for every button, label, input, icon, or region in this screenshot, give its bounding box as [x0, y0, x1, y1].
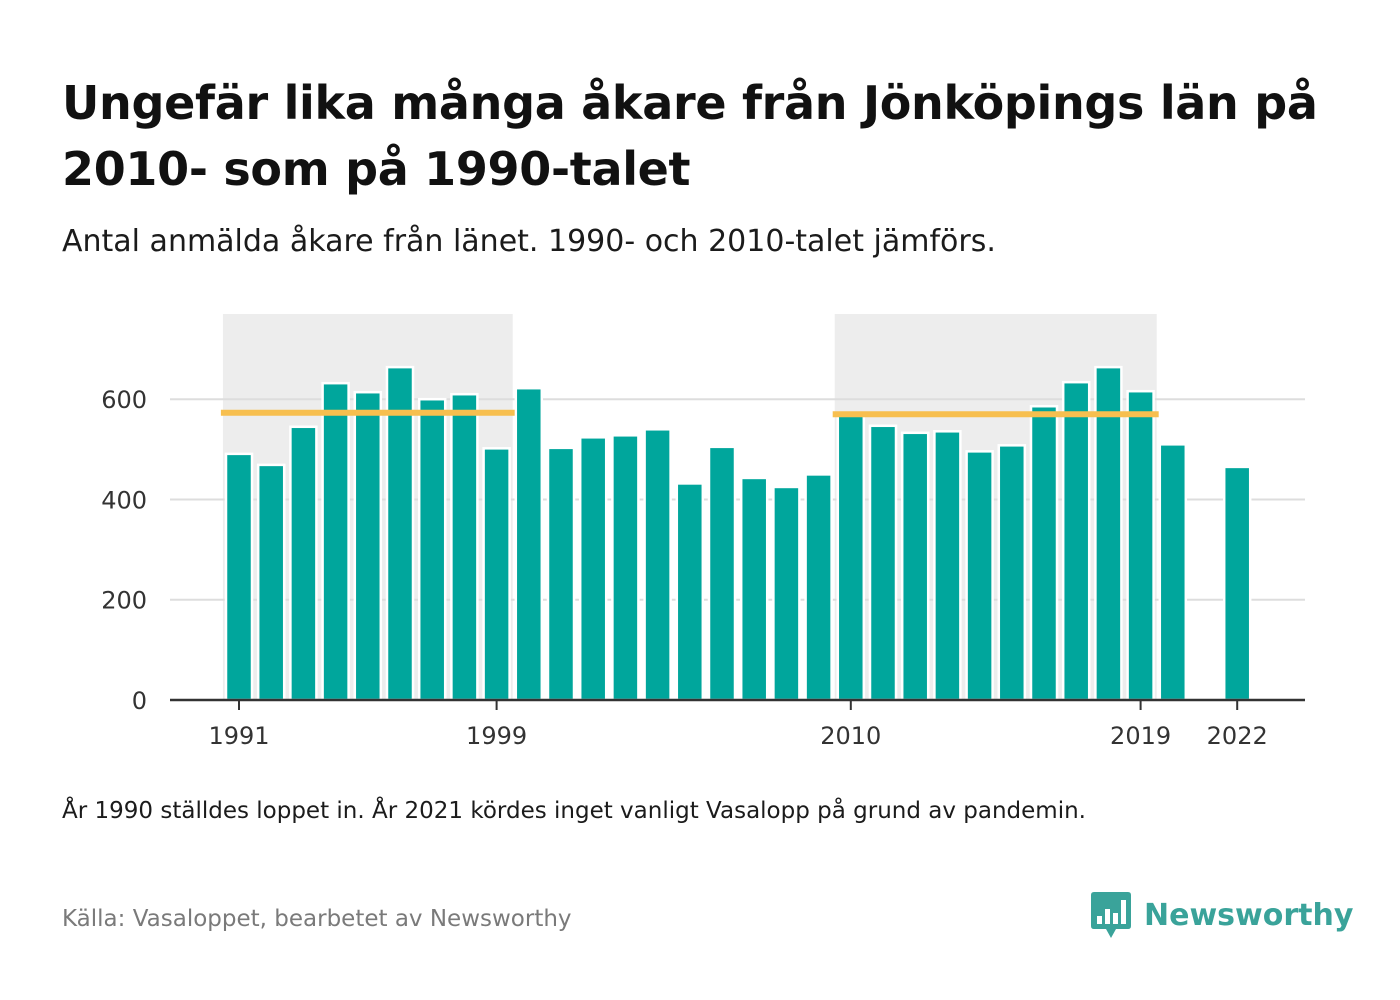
bar-2000: [514, 386, 544, 702]
bar-2013: [933, 430, 962, 702]
y-axis-ticks: 0 200 400 600: [101, 386, 147, 715]
bar-2015: [997, 444, 1027, 702]
source-credit: Källa: Vasaloppet, bearbetet av Newswort…: [62, 906, 572, 932]
bar-2006: [707, 445, 737, 702]
bar-1993: [289, 425, 318, 702]
bar-2003: [611, 434, 640, 702]
bar-1999: [482, 447, 511, 702]
x-tick-label-1999: 1999: [466, 722, 527, 750]
y-tick-label-600: 600: [101, 386, 147, 414]
bar-1991: [224, 452, 254, 702]
bar-2001: [546, 446, 576, 702]
bar-2022: [1222, 465, 1252, 702]
bar-2017: [1061, 380, 1091, 702]
bar-2018: [1094, 365, 1123, 702]
bar-2014: [965, 450, 994, 702]
decade-average-lines: [220, 409, 1159, 418]
bar-2010: [836, 414, 866, 702]
bar-2002: [578, 436, 608, 702]
bar-1995: [353, 390, 383, 702]
chart-subtitle: Antal anmälda åkare från länet. 1990- oc…: [62, 224, 996, 259]
chart-title: Ungefär lika många åkare från Jönköpings…: [62, 76, 1318, 196]
bar-1998: [450, 392, 479, 702]
bar-2020: [1158, 443, 1188, 702]
bar-1997: [417, 397, 447, 702]
bar-chart: 0 200 400 600 1991 1999 2010 2019 2022: [101, 314, 1305, 750]
chart-note: År 1990 ställdes loppet in. År 2021 körd…: [62, 798, 1086, 824]
bar-2007: [739, 476, 769, 702]
bar-1996: [385, 365, 415, 702]
bar-1992: [256, 463, 286, 702]
brand-name: Newsworthy: [1144, 897, 1354, 933]
bar-2016: [1029, 404, 1059, 702]
bar-2012: [900, 431, 930, 702]
bar-series: [224, 365, 1252, 702]
bar-2008: [772, 485, 801, 702]
bar-2004: [643, 428, 672, 702]
x-axis-ticks: 1991 1999 2010 2019 2022: [208, 700, 1268, 750]
bar-2019: [1126, 389, 1155, 702]
bar-2011: [868, 424, 898, 702]
newsworthy-logo-icon: [1091, 892, 1131, 938]
bar-1994: [321, 381, 350, 702]
brand-logo: Newsworthy: [1090, 890, 1353, 940]
x-tick-label-2022: 2022: [1207, 722, 1268, 750]
bar-2009: [804, 473, 833, 702]
y-tick-label-0: 0: [132, 687, 147, 715]
x-tick-label-1991: 1991: [208, 722, 269, 750]
y-tick-label-400: 400: [101, 486, 147, 514]
y-tick-label-200: 200: [101, 587, 147, 615]
x-tick-label-2019: 2019: [1110, 722, 1171, 750]
x-tick-label-2010: 2010: [820, 722, 881, 750]
bar-2005: [675, 482, 705, 702]
